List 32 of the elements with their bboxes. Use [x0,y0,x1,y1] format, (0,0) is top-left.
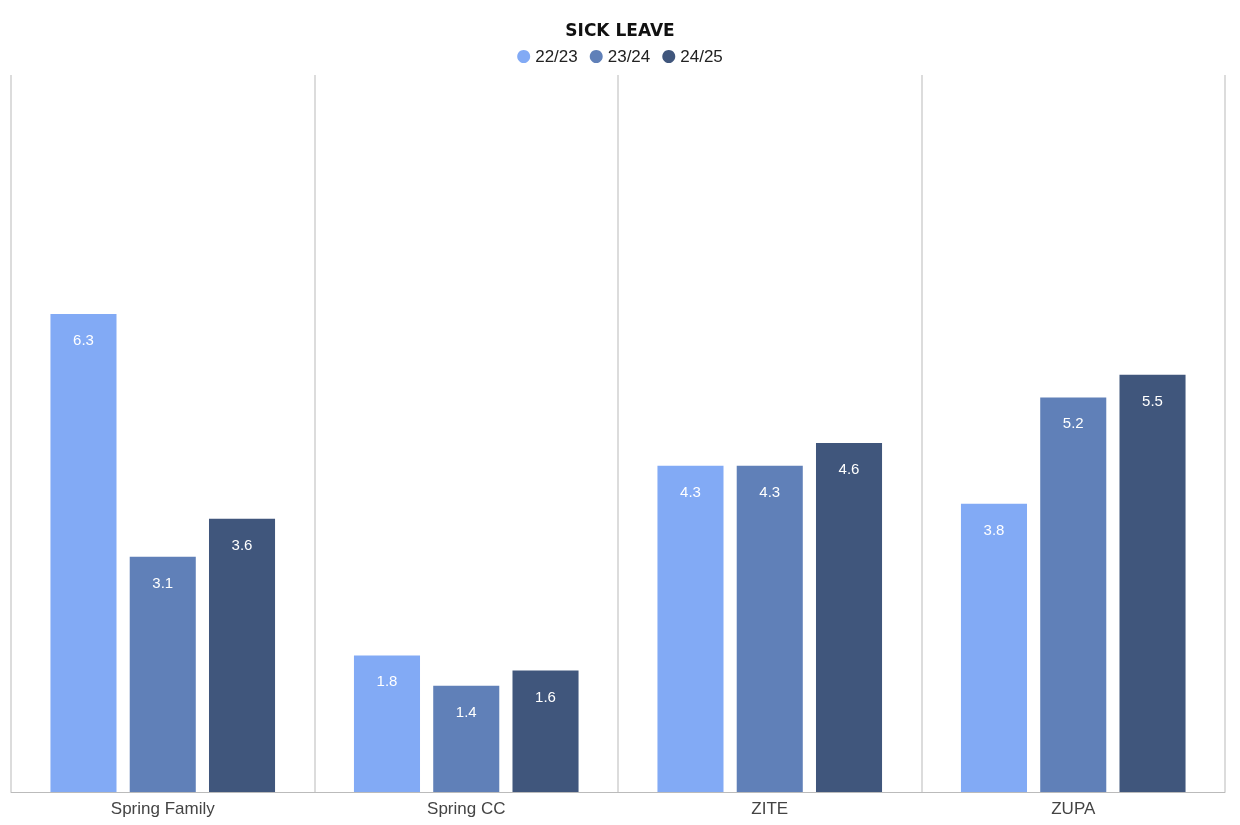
bar [208,518,276,792]
x-tick-label: ZUPA [1051,799,1096,818]
bar [433,685,500,792]
data-label: 4.3 [759,482,781,500]
bar [129,556,196,792]
bar [960,503,1028,792]
x-tick-label: Spring CC [427,799,506,818]
bar [657,465,724,792]
bar [50,314,117,792]
data-label: 1.4 [455,702,477,720]
x-tick-label: ZITE [751,799,789,818]
legend-label: 24/25 [680,47,723,66]
data-label: 4.6 [838,459,860,477]
data-label: 1.6 [535,687,556,705]
legend-label: 23/24 [607,47,651,66]
data-label: 5.2 [1062,414,1084,432]
data-label: 3.6 [231,535,253,553]
bar [353,655,421,792]
bar [736,465,803,792]
data-label: 1.8 [376,672,398,690]
data-label: 6.3 [73,331,94,348]
bar [1040,397,1107,792]
bar [1119,374,1186,792]
data-label: 3.1 [152,573,174,591]
data-label: 4.3 [680,482,701,500]
x-tick-label: Spring Family [110,799,216,818]
bar [512,670,579,792]
data-label: 5.5 [1142,391,1163,409]
data-label: 3.8 [983,520,1005,538]
chart-title: SICK LEAVE [565,19,675,40]
legend-label: 22/23 [535,47,578,66]
bar [815,442,883,792]
